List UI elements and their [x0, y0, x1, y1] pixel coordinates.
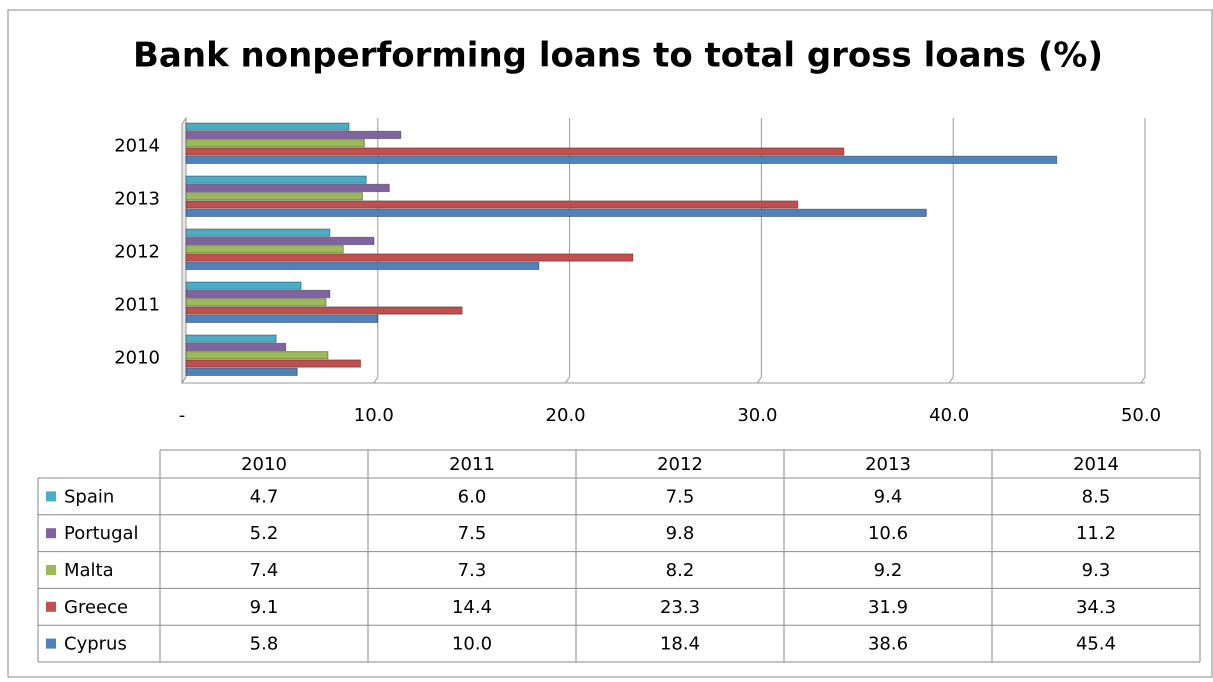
y-tick-label: 2010	[114, 348, 160, 369]
legend-swatch	[46, 491, 56, 502]
table-cell: 18.4	[660, 634, 700, 655]
bar	[185, 334, 277, 343]
bar	[185, 342, 287, 352]
legend-swatch	[46, 638, 56, 649]
x-tick-label: 40.0	[929, 405, 969, 426]
table-cell: 9.1	[250, 597, 279, 618]
table-cell: 23.3	[660, 597, 700, 618]
legend-label: Portugal	[64, 523, 139, 544]
bar	[185, 351, 329, 360]
table-cell: 14.4	[452, 597, 492, 618]
y-tick-label: 2013	[114, 189, 160, 210]
table-cell: 7.3	[458, 560, 487, 581]
bar	[185, 298, 327, 307]
bar	[185, 289, 331, 299]
bar	[185, 236, 375, 246]
x-tick-label: -	[179, 405, 186, 426]
x-tick-label: 10.0	[354, 405, 394, 426]
y-tick-label: 2011	[114, 295, 160, 316]
table-header: 2013	[865, 454, 911, 475]
bar	[185, 253, 634, 262]
legend-label: Spain	[64, 486, 114, 507]
plot-wall	[181, 116, 187, 385]
table-cell: 10.6	[868, 523, 908, 544]
x-tick-label: 20.0	[546, 405, 586, 426]
legend-swatch	[46, 565, 56, 575]
bar	[185, 155, 1058, 164]
table-header: 2014	[1073, 454, 1119, 475]
table-cell: 11.2	[1076, 523, 1116, 544]
table-header: 2010	[241, 454, 287, 475]
table-cell: 8.2	[666, 560, 695, 581]
bar	[185, 314, 379, 324]
x-tick-label: 50.0	[1121, 405, 1161, 426]
legend-label: Malta	[64, 560, 114, 581]
table-cell: 5.8	[250, 634, 279, 655]
bar	[185, 175, 367, 184]
bar	[185, 139, 365, 148]
table-header: 2011	[449, 454, 495, 475]
table-cell: 5.2	[250, 523, 279, 544]
table-cell: 34.3	[1076, 597, 1116, 618]
table-cell: 6.0	[458, 486, 487, 507]
bar	[185, 261, 540, 271]
table-cell: 45.4	[1076, 634, 1116, 655]
table-cell: 7.5	[458, 523, 487, 544]
bar	[185, 245, 344, 254]
table-cell: 4.7	[250, 486, 279, 507]
legend-swatch	[46, 528, 56, 539]
table-cell: 38.6	[868, 634, 908, 655]
bar	[185, 228, 331, 237]
table-cell: 9.3	[1082, 560, 1111, 581]
legend-label: Greece	[64, 597, 128, 618]
y-tick-label: 2014	[114, 136, 160, 157]
table-cell: 7.4	[250, 560, 279, 581]
grid-line	[1140, 118, 1146, 384]
table-header: 2012	[657, 454, 703, 475]
bar	[185, 130, 402, 140]
bar	[185, 200, 799, 209]
bar	[185, 122, 350, 131]
bar	[185, 306, 463, 315]
bar	[185, 183, 390, 193]
table-cell: 10.0	[452, 634, 492, 655]
table-cell: 9.2	[874, 560, 903, 581]
table-cell: 8.5	[1082, 486, 1111, 507]
table-cell: 7.5	[666, 486, 695, 507]
table-cell: 9.4	[874, 486, 903, 507]
bar	[185, 208, 927, 217]
bar	[185, 192, 363, 201]
grid-line	[948, 118, 954, 384]
x-tick-label: 30.0	[737, 405, 777, 426]
chart-title: Bank nonperforming loans to total gross …	[133, 36, 1103, 76]
bar	[185, 147, 845, 156]
bar	[185, 367, 298, 377]
legend-swatch	[46, 601, 56, 612]
bar	[185, 359, 362, 368]
legend-label: Cyprus	[64, 634, 127, 655]
table-cell: 9.8	[666, 523, 695, 544]
y-tick-label: 2012	[114, 242, 160, 263]
bar	[185, 281, 302, 290]
table-cell: 31.9	[868, 597, 908, 618]
